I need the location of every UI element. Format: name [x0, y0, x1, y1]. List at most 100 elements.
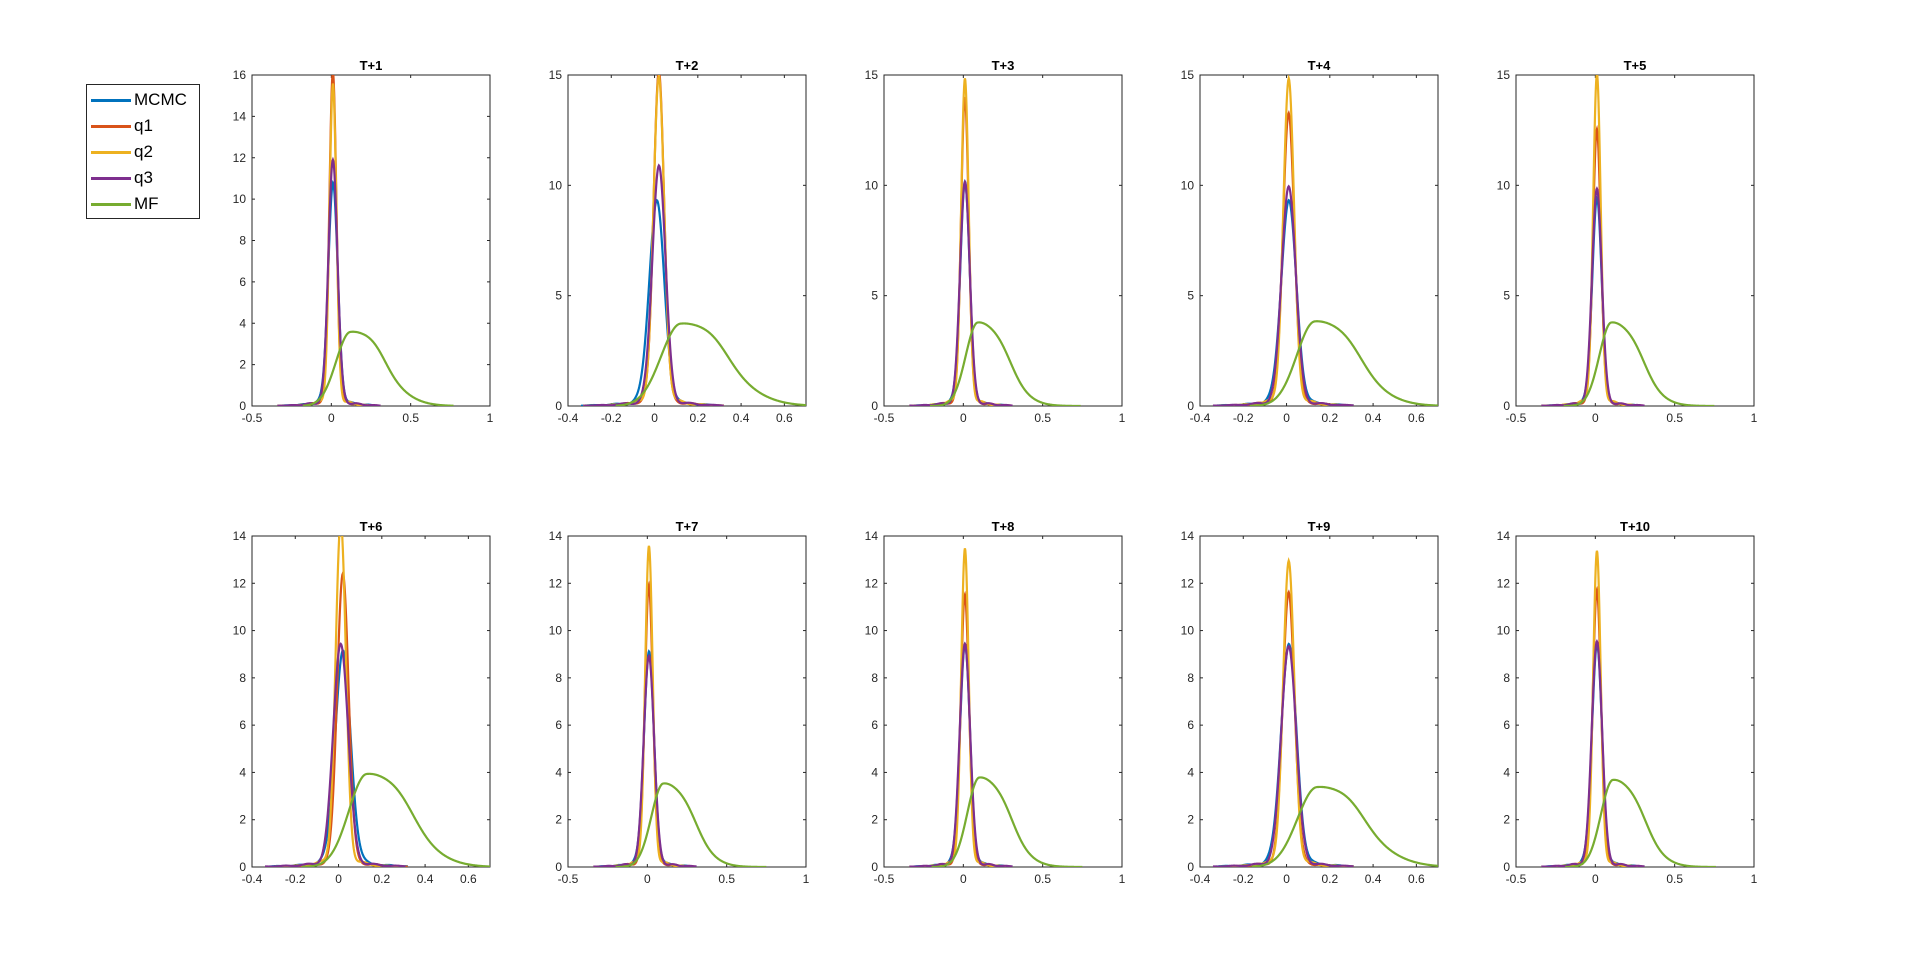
legend-swatch-q3	[91, 177, 131, 180]
x-tick-label: 0	[960, 872, 967, 886]
x-tick-label: -0.2	[1233, 872, 1254, 886]
legend-label-q1: q1	[134, 116, 153, 135]
y-tick-label: 8	[239, 671, 246, 685]
series-line-mf	[931, 776, 1083, 867]
y-tick-label: 6	[239, 718, 246, 732]
subplot-title: T+9	[1308, 519, 1331, 534]
subplot-title: T+6	[360, 519, 383, 534]
y-tick-label: 4	[871, 765, 878, 779]
y-tick-label: 10	[549, 178, 563, 192]
subplot-tplus-9: T+9 -0.4 -0.2 0 0.2 0.4 0.6 0 2 4 6 8 10 12 14	[1181, 519, 1439, 886]
axes-box	[567, 74, 807, 407]
y-tick-label: 12	[233, 151, 247, 165]
y-tick-label: 6	[871, 718, 878, 732]
y-tick-label: 2	[239, 358, 246, 372]
x-tick-label: 0.6	[776, 411, 793, 425]
x-tick-label: 0.4	[417, 872, 434, 886]
axes-box	[883, 535, 1123, 868]
y-tick-label: 0	[871, 860, 878, 874]
legend: MCMC q1 q2 q3 MF	[86, 84, 200, 219]
x-tick-label: 0	[1592, 872, 1599, 886]
x-tick-label: 0.5	[1666, 411, 1683, 425]
axes-box	[1199, 535, 1439, 868]
y-tick-label: 12	[865, 576, 879, 590]
x-tick-label: 1	[1751, 872, 1758, 886]
x-tick-label: 0.5	[1034, 872, 1051, 886]
x-tick-label: 0.2	[689, 411, 706, 425]
subplot-title: T+4	[1308, 58, 1332, 73]
legend-swatch-mf	[91, 203, 131, 206]
legend-label-q2: q2	[134, 142, 153, 161]
y-tick-label: 10	[1497, 178, 1511, 192]
subplot-title: T+3	[992, 58, 1015, 73]
y-tick-label: 2	[871, 813, 878, 827]
x-tick-label: -0.2	[601, 411, 622, 425]
y-tick-label: 5	[555, 289, 562, 303]
legend-swatch-mcmc	[91, 99, 131, 102]
y-tick-label: 0	[555, 860, 562, 874]
y-tick-label: 14	[1497, 529, 1511, 543]
legend-label-q3: q3	[134, 168, 153, 187]
subplot-title: T+1	[360, 58, 383, 73]
y-tick-label: 8	[239, 234, 246, 248]
x-tick-label: 0	[644, 872, 651, 886]
y-tick-label: 0	[239, 399, 246, 413]
x-tick-label: 0.2	[1321, 411, 1338, 425]
y-tick-label: 5	[1187, 289, 1194, 303]
subplot-tplus-6: T+6 -0.4 -0.2 0 0.2 0.4 0.6 0 2 4 6 8 10 12 14	[233, 519, 491, 886]
y-tick-label: 14	[549, 529, 563, 543]
series-line-q3	[1541, 186, 1645, 406]
x-tick-label: 0.2	[1321, 872, 1338, 886]
series-line-q3	[593, 653, 697, 867]
y-tick-label: 10	[1181, 624, 1195, 638]
y-tick-label: 12	[1181, 576, 1195, 590]
y-tick-label: 0	[1503, 860, 1510, 874]
series-line-mf	[930, 321, 1081, 406]
legend-item-mf: MF	[87, 191, 199, 217]
y-tick-label: 8	[1503, 671, 1510, 685]
x-tick-label: -0.5	[242, 411, 263, 425]
x-tick-label: 0	[328, 411, 335, 425]
series-line-q3	[909, 641, 1013, 867]
x-tick-label: -0.4	[242, 872, 263, 886]
axes-box	[251, 535, 491, 868]
series-line-mf	[1565, 778, 1716, 867]
y-tick-label: 12	[233, 576, 247, 590]
y-tick-label: 0	[1187, 860, 1194, 874]
y-tick-label: 12	[549, 576, 563, 590]
x-tick-label: 0	[1592, 411, 1599, 425]
y-tick-label: 4	[239, 316, 246, 330]
x-tick-label: 0.4	[1365, 411, 1382, 425]
y-tick-label: 6	[555, 718, 562, 732]
y-tick-label: 4	[1503, 765, 1510, 779]
x-tick-label: 0.5	[1034, 411, 1051, 425]
series-line-q3	[909, 179, 1013, 406]
x-tick-label: 0	[1283, 872, 1290, 886]
x-tick-label: 0.4	[1365, 872, 1382, 886]
y-tick-label: 2	[239, 813, 246, 827]
legend-label-mcmc: MCMC	[134, 90, 187, 109]
x-tick-label: -0.4	[558, 411, 579, 425]
y-tick-label: 10	[233, 192, 247, 206]
axes-box	[251, 74, 491, 407]
series-line-mf	[1251, 785, 1438, 867]
legend-swatch-q1	[91, 125, 131, 128]
axes-box	[1515, 74, 1755, 407]
y-tick-label: 0	[1503, 399, 1510, 413]
x-tick-label: 0.6	[1408, 411, 1425, 425]
legend-label-mf: MF	[134, 194, 159, 213]
x-tick-label: 0.6	[460, 872, 477, 886]
y-tick-label: 8	[871, 671, 878, 685]
y-tick-label: 15	[865, 68, 879, 82]
subplot-tplus-4: T+4 -0.4 -0.2 0 0.2 0.4 0.6 0 5 10 15	[1181, 58, 1439, 425]
series-line-mf	[615, 782, 767, 867]
x-tick-label: 0.6	[1408, 872, 1425, 886]
y-tick-label: 2	[1187, 813, 1194, 827]
x-tick-label: -0.4	[1190, 872, 1211, 886]
y-tick-label: 6	[239, 275, 246, 289]
legend-item-mcmc: MCMC	[87, 87, 199, 113]
